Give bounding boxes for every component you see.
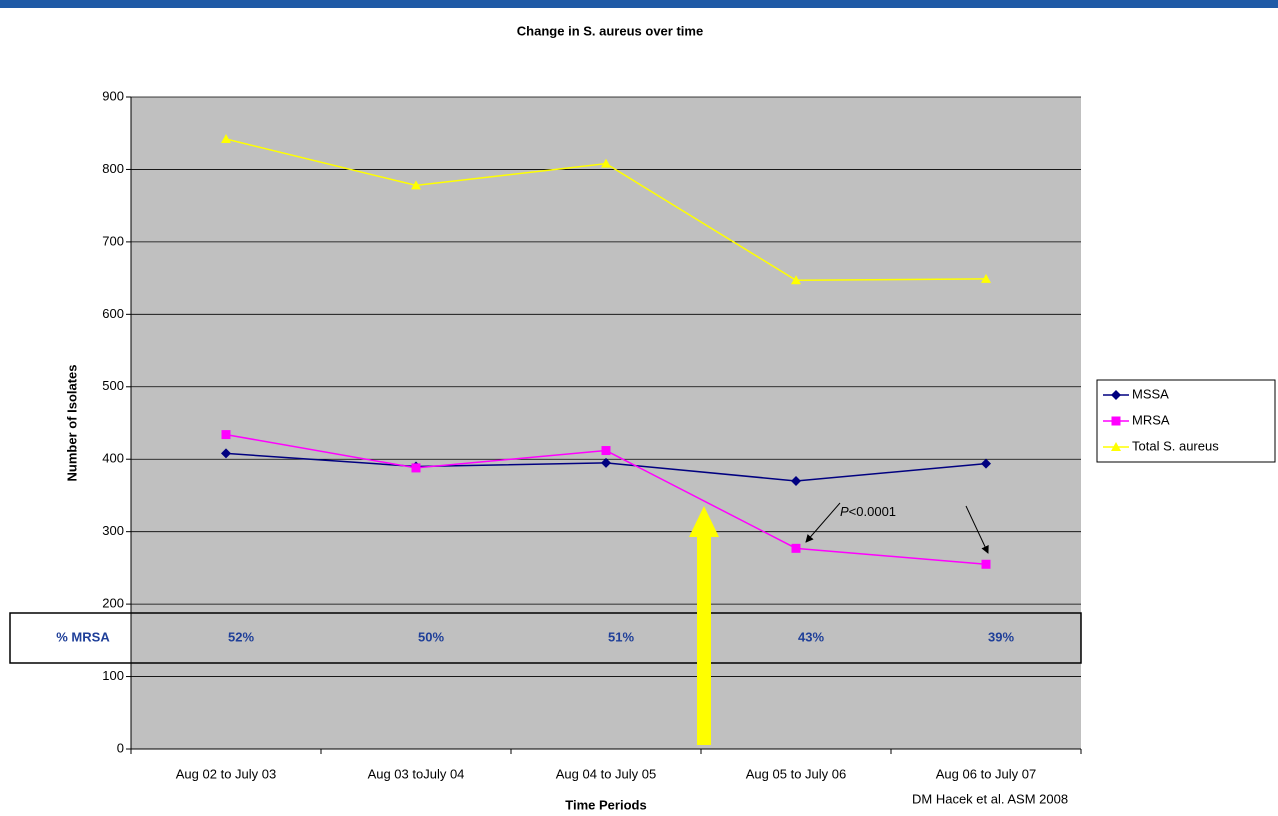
legend-label: Total S. aureus xyxy=(1132,438,1219,453)
percent-value: 43% xyxy=(798,629,824,644)
x-tick-label: Aug 06 to July 07 xyxy=(936,766,1036,781)
yellow-arrow xyxy=(689,506,719,745)
y-tick-label: 400 xyxy=(102,451,124,466)
x-tick-label: Aug 02 to July 03 xyxy=(176,766,276,781)
marker xyxy=(981,559,991,569)
legend-label: MRSA xyxy=(1132,412,1170,427)
percent-value: 51% xyxy=(608,629,634,644)
marker xyxy=(791,475,801,486)
percent-box xyxy=(9,612,1082,664)
legend-label: MSSA xyxy=(1132,386,1169,401)
percent-label: % MRSA xyxy=(56,629,110,644)
series-layer xyxy=(221,134,991,569)
percent-value: 50% xyxy=(418,629,444,644)
marker xyxy=(601,457,611,468)
y-tick-label: 0 xyxy=(117,740,124,755)
y-tick-label: 100 xyxy=(102,668,124,683)
marker xyxy=(791,543,801,553)
x-tick-label: Aug 03 toJuly 04 xyxy=(368,766,465,781)
p-arrow xyxy=(965,505,989,554)
y-tick-label: 500 xyxy=(102,378,124,393)
marker xyxy=(601,446,611,456)
percent-value: 52% xyxy=(228,629,254,644)
marker xyxy=(601,158,611,168)
marker xyxy=(981,273,991,283)
marker xyxy=(1111,390,1121,400)
marker xyxy=(981,458,991,469)
y-tick-label: 600 xyxy=(102,306,124,321)
grid xyxy=(126,96,1082,754)
chart-title: Change in S. aureus over time xyxy=(517,23,703,38)
plot-area xyxy=(131,97,1081,749)
marker xyxy=(411,180,421,190)
x-tick-label: Aug 05 to July 06 xyxy=(746,766,846,781)
y-tick-label: 800 xyxy=(102,161,124,176)
marker xyxy=(1111,416,1121,426)
marker xyxy=(221,448,231,459)
legend-items: MSSA MRSA Total S. aureus xyxy=(1103,386,1219,453)
y-tick-label: 200 xyxy=(102,596,124,611)
p-annotation: P<0.0001 xyxy=(840,504,896,519)
marker xyxy=(221,430,231,440)
p-arrow xyxy=(805,502,841,543)
percent-value: 39% xyxy=(988,629,1014,644)
y-axis-title: Number of Isolates xyxy=(64,364,79,481)
y-tick-label: 900 xyxy=(102,88,124,103)
marker xyxy=(791,275,801,285)
marker xyxy=(221,134,231,144)
top-bar xyxy=(0,0,1278,8)
marker xyxy=(411,463,421,473)
y-tick-label: 700 xyxy=(102,233,124,248)
p-italic: P xyxy=(840,504,849,519)
x-tick-label: Aug 04 to July 05 xyxy=(556,766,656,781)
x-axis-title: Time Periods xyxy=(565,797,646,812)
p-value: <0.0001 xyxy=(849,504,896,519)
marker xyxy=(1111,442,1121,451)
y-tick-label: 300 xyxy=(102,523,124,538)
citation: DM Hacek et al. ASM 2008 xyxy=(912,791,1068,806)
